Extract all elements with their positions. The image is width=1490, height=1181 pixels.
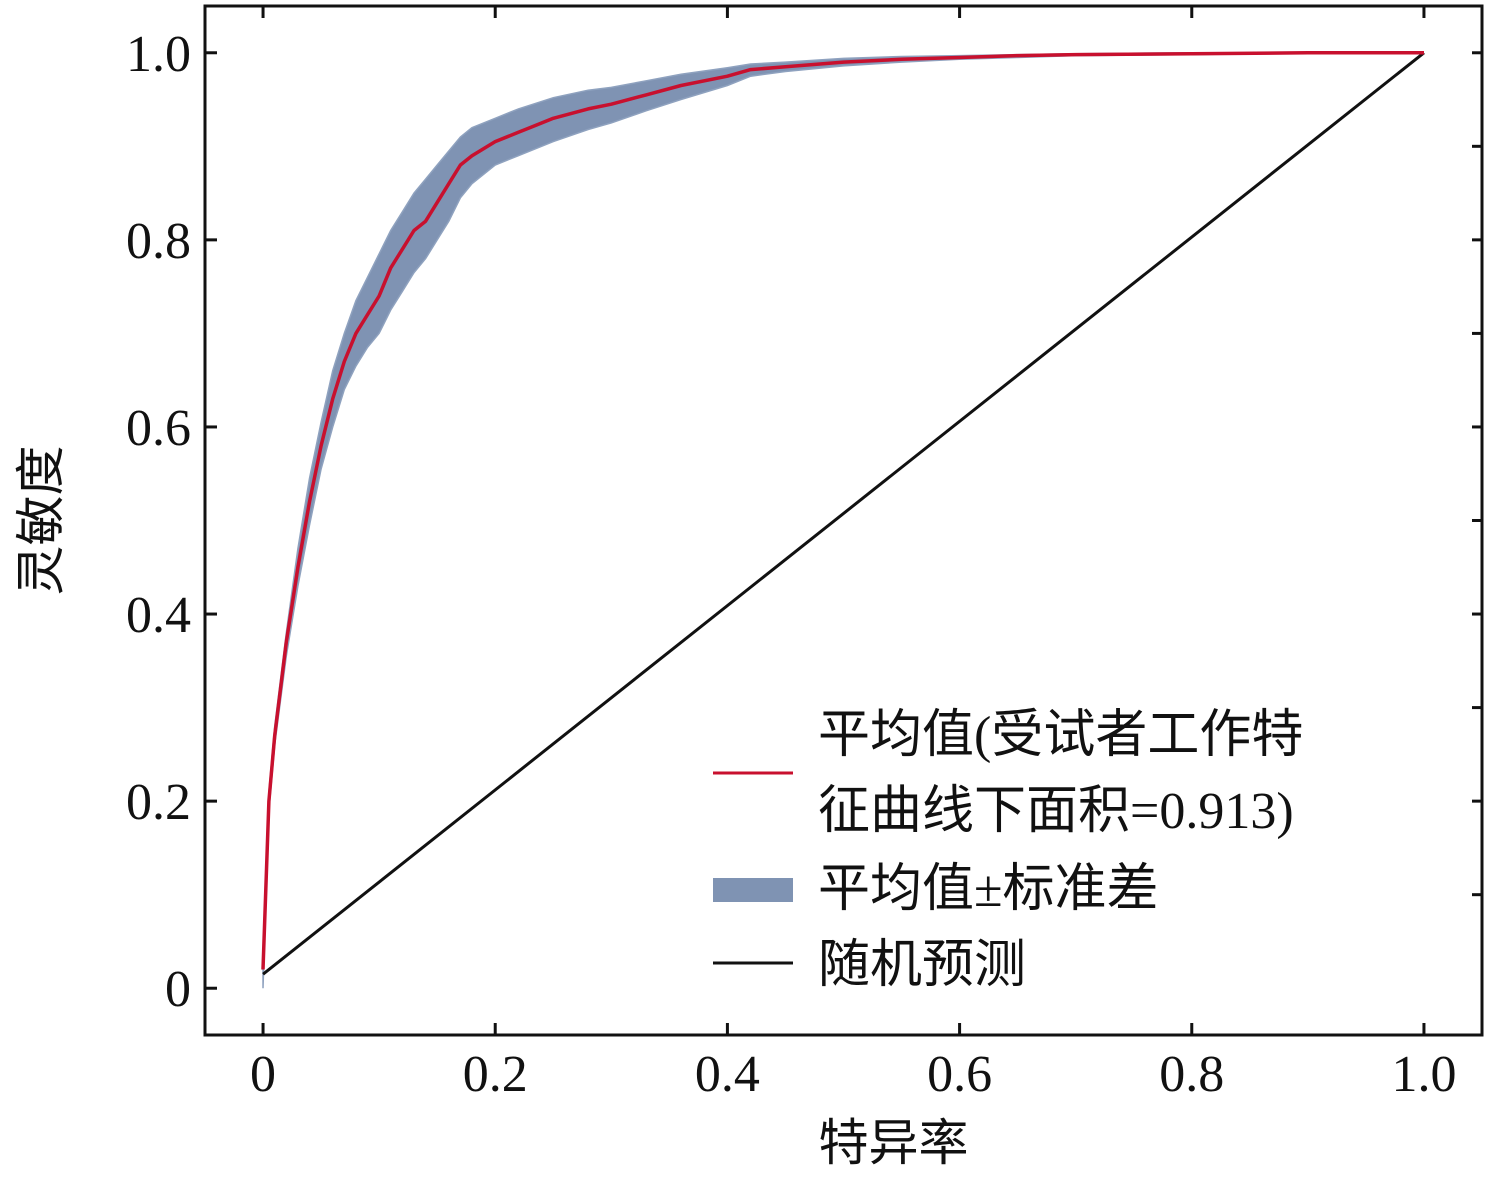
y-tick-label: 0.4 (126, 587, 191, 644)
y-tick-label: 0 (165, 961, 191, 1018)
std-band-layer (262, 52, 1424, 989)
legend: 平均值(受试者工作特 征曲线下面积=0.913) 平均值±标准差 随机预测 (713, 707, 1303, 994)
x-tick-label: 1.0 (1391, 1046, 1456, 1103)
legend-label-mean-line-1: 平均值(受试者工作特 (818, 707, 1303, 764)
series-line-layer (261, 51, 1425, 976)
y-tick-label: 1.0 (126, 26, 191, 83)
legend-label-random: 随机预测 (818, 937, 1026, 994)
y-tick-label: 0.6 (126, 400, 191, 457)
y-axis-label: 灵敏度 (12, 446, 70, 596)
tick-layer: 0 0.2 0.4 0.6 0.8 1.0 0 0.2 0.4 0.6 0.8 1.0 (126, 6, 1482, 1103)
x-tick-label: 0.6 (927, 1046, 992, 1103)
mean-roc-line (261, 51, 1424, 970)
x-tick-label: 0 (250, 1046, 276, 1103)
x-tick-label: 0.8 (1159, 1046, 1224, 1103)
x-axis-label: 特异率 (819, 1114, 969, 1172)
x-tick-label: 0.4 (695, 1046, 760, 1103)
y-tick-label: 0.8 (126, 213, 191, 270)
std-band-area (262, 52, 1424, 989)
y-tick-label: 0.2 (126, 774, 191, 831)
legend-label-std-band: 平均值±标准差 (818, 861, 1159, 918)
random-prediction-line (262, 51, 1425, 976)
legend-swatch-std-band (713, 878, 793, 902)
legend-label-mean-line-2: 征曲线下面积=0.913) (818, 783, 1294, 840)
x-tick-label: 0.2 (463, 1046, 528, 1103)
